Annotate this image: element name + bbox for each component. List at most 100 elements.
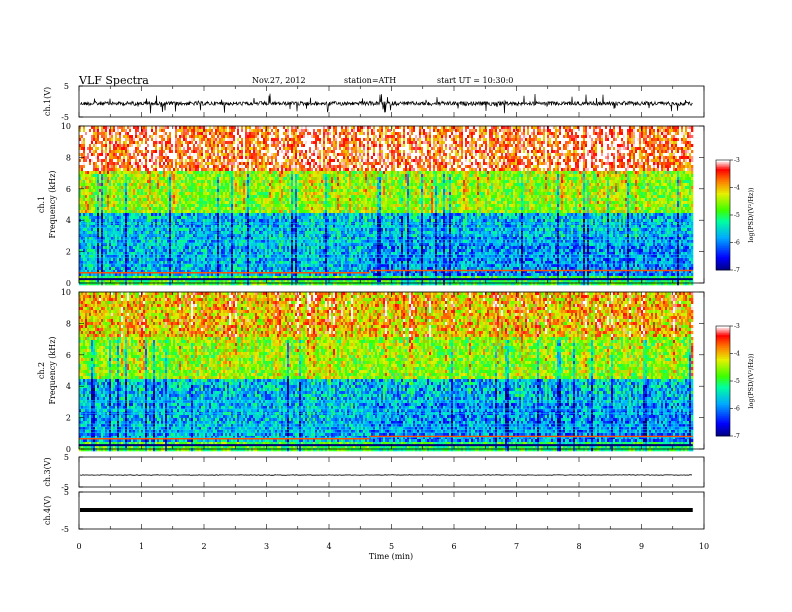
- spectrogram-cell: [135, 129, 137, 132]
- spectrogram-cell: [263, 243, 265, 246]
- spectrogram-cell: [89, 135, 91, 138]
- spectrogram-cell: [81, 258, 83, 261]
- spectrogram-cell: [223, 144, 225, 147]
- spectrogram-cell: [247, 258, 249, 261]
- spectrogram-cell: [239, 153, 241, 156]
- spectrogram-cell: [227, 150, 229, 153]
- spectrogram-cell: [125, 252, 127, 255]
- spectrogram-cell: [121, 126, 123, 129]
- spectrogram-cell: [173, 138, 175, 141]
- spectrogram-cell: [221, 258, 223, 261]
- spectrogram-cell: [115, 258, 117, 261]
- spectrogram-cell: [133, 144, 135, 147]
- spectrogram-cell: [253, 177, 255, 180]
- spectrogram-cell: [265, 144, 267, 147]
- spectrogram-cell: [149, 186, 151, 189]
- spectrogram-cell: [175, 201, 177, 204]
- spectrogram-cell: [197, 129, 199, 132]
- spectrogram-cell: [133, 186, 135, 189]
- spectrogram-cell: [211, 240, 213, 243]
- spectrogram-cell: [143, 207, 145, 210]
- spectrogram-cell: [117, 159, 119, 162]
- spectrogram-cell: [221, 234, 223, 237]
- spectrogram-cell: [127, 228, 129, 231]
- spectrogram-cell: [219, 162, 221, 165]
- spectrogram-cell: [221, 183, 223, 186]
- spectrogram-cell: [235, 183, 237, 186]
- spectrogram-cell: [87, 243, 89, 246]
- spectrogram-cell: [257, 138, 259, 141]
- spectrogram-cell: [115, 159, 117, 162]
- spectrogram-cell: [203, 186, 205, 189]
- spectrogram-cell: [159, 210, 161, 213]
- spectrogram-cell: [225, 255, 227, 258]
- spectrogram-cell: [197, 234, 199, 237]
- spectrogram-cell: [175, 252, 177, 255]
- spectrogram-cell: [167, 135, 169, 138]
- spectrogram-cell: [259, 252, 261, 255]
- spectrogram-cell: [243, 192, 245, 195]
- spectrogram-cell: [163, 138, 165, 141]
- spectrogram-cell: [195, 183, 197, 186]
- spectrogram-cell: [247, 147, 249, 150]
- spectrogram-cell: [167, 213, 169, 216]
- spectrogram-cell: [197, 126, 199, 129]
- spectrogram-cell: [251, 180, 253, 183]
- spectrogram-cell: [97, 249, 99, 252]
- spectrogram-cell: [253, 129, 255, 132]
- spectrogram-cell: [187, 243, 189, 246]
- spectrogram-cell: [171, 159, 173, 162]
- spectrogram-cell: [153, 198, 155, 201]
- spectrogram-cell: [165, 165, 167, 168]
- spectrogram-cell: [159, 207, 161, 210]
- spectrogram-cell: [139, 264, 141, 267]
- spectrogram-cell: [169, 201, 171, 204]
- spectrogram-cell: [171, 234, 173, 237]
- spectrogram-cell: [219, 249, 221, 252]
- spectrogram-cell: [263, 210, 265, 213]
- spectrogram-cell: [263, 204, 265, 207]
- spectrogram-cell: [225, 219, 227, 222]
- spectrogram-cell: [83, 162, 85, 165]
- spectrogram-cell: [151, 162, 153, 165]
- spectrogram-cell: [197, 183, 199, 186]
- spectrogram-cell: [125, 258, 127, 261]
- spectrogram-cell: [165, 252, 167, 255]
- spectrogram-cell: [239, 207, 241, 210]
- spectrogram-cell: [159, 168, 161, 171]
- spectrogram-cell: [173, 267, 175, 270]
- spectrogram-cell: [169, 195, 171, 198]
- spectrogram-cell: [263, 198, 265, 201]
- spectrogram-cell: [121, 267, 123, 270]
- spectrogram-cell: [99, 282, 101, 285]
- spectrogram-cell: [215, 180, 217, 183]
- spectrogram-cell: [243, 174, 245, 177]
- spectrogram-cell: [87, 192, 89, 195]
- spectrogram-cell: [189, 144, 191, 147]
- spectrogram-cell: [225, 183, 227, 186]
- spectrogram-cell: [191, 192, 193, 195]
- spectrogram-cell: [249, 174, 251, 177]
- spectrogram-cell: [93, 186, 95, 189]
- spectrogram-cell: [87, 135, 89, 138]
- spectrogram-cell: [165, 174, 167, 177]
- spectrogram-cell: [161, 225, 163, 228]
- spectrogram-cell: [119, 174, 121, 177]
- spectrogram-cell: [175, 162, 177, 165]
- spectrogram-cell: [83, 177, 85, 180]
- spectrogram-cell: [133, 174, 135, 177]
- spectrogram-cell: [187, 174, 189, 177]
- spectrogram-cell: [263, 180, 265, 183]
- spectrogram-cell: [123, 216, 125, 219]
- spectrogram-cell: [109, 258, 111, 261]
- spectrogram-cell: [261, 204, 263, 207]
- spectrogram-cell: [189, 258, 191, 261]
- spectrogram-cell: [127, 219, 129, 222]
- spectrogram-cell: [193, 243, 195, 246]
- spectrogram-cell: [239, 195, 241, 198]
- spectrogram-cell: [81, 135, 83, 138]
- spectrogram-cell: [165, 189, 167, 192]
- spectrogram-cell: [99, 189, 101, 192]
- spectrogram-cell: [127, 201, 129, 204]
- spectrogram-cell: [125, 264, 127, 267]
